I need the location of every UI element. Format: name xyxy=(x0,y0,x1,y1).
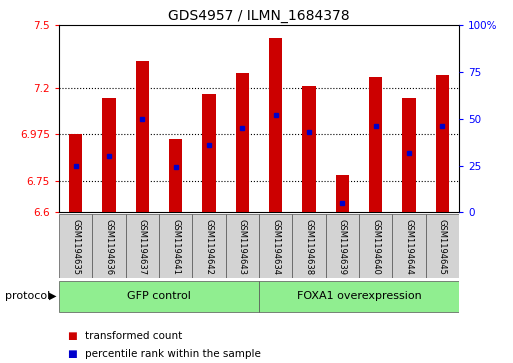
Text: protocol: protocol xyxy=(5,291,50,301)
Text: GSM1194637: GSM1194637 xyxy=(138,219,147,276)
Text: GSM1194635: GSM1194635 xyxy=(71,219,80,275)
Text: GSM1194638: GSM1194638 xyxy=(305,219,313,276)
Bar xyxy=(169,139,182,212)
Text: GSM1194636: GSM1194636 xyxy=(105,219,113,276)
Bar xyxy=(192,214,226,278)
Text: FOXA1 overexpression: FOXA1 overexpression xyxy=(297,291,422,301)
Bar xyxy=(69,134,82,212)
Bar xyxy=(402,98,416,212)
Bar xyxy=(226,214,259,278)
Bar xyxy=(235,73,249,212)
Text: ▶: ▶ xyxy=(49,291,56,301)
Bar xyxy=(202,94,215,212)
Bar xyxy=(392,214,426,278)
Bar xyxy=(302,86,315,212)
Bar xyxy=(259,214,292,278)
Bar xyxy=(326,214,359,278)
Text: GSM1194644: GSM1194644 xyxy=(405,219,413,275)
Bar xyxy=(103,98,115,212)
Bar xyxy=(292,214,326,278)
Bar xyxy=(59,281,259,312)
Bar xyxy=(336,175,349,212)
Bar xyxy=(269,38,282,212)
Text: ■: ■ xyxy=(67,349,76,359)
Text: GFP control: GFP control xyxy=(127,291,191,301)
Text: GSM1194643: GSM1194643 xyxy=(238,219,247,275)
Bar xyxy=(426,214,459,278)
Text: GSM1194634: GSM1194634 xyxy=(271,219,280,275)
Text: percentile rank within the sample: percentile rank within the sample xyxy=(85,349,261,359)
Bar xyxy=(135,61,149,212)
Text: GSM1194639: GSM1194639 xyxy=(338,219,347,275)
Text: ■: ■ xyxy=(67,331,76,341)
Bar xyxy=(369,77,382,212)
Title: GDS4957 / ILMN_1684378: GDS4957 / ILMN_1684378 xyxy=(168,9,350,23)
Text: GSM1194645: GSM1194645 xyxy=(438,219,447,275)
Bar xyxy=(126,214,159,278)
Bar xyxy=(59,214,92,278)
Text: GSM1194641: GSM1194641 xyxy=(171,219,180,275)
Bar xyxy=(436,75,449,212)
Text: GSM1194642: GSM1194642 xyxy=(205,219,213,275)
Bar xyxy=(359,214,392,278)
Bar xyxy=(159,214,192,278)
Text: transformed count: transformed count xyxy=(85,331,182,341)
Bar xyxy=(92,214,126,278)
Text: GSM1194640: GSM1194640 xyxy=(371,219,380,275)
Bar xyxy=(259,281,459,312)
